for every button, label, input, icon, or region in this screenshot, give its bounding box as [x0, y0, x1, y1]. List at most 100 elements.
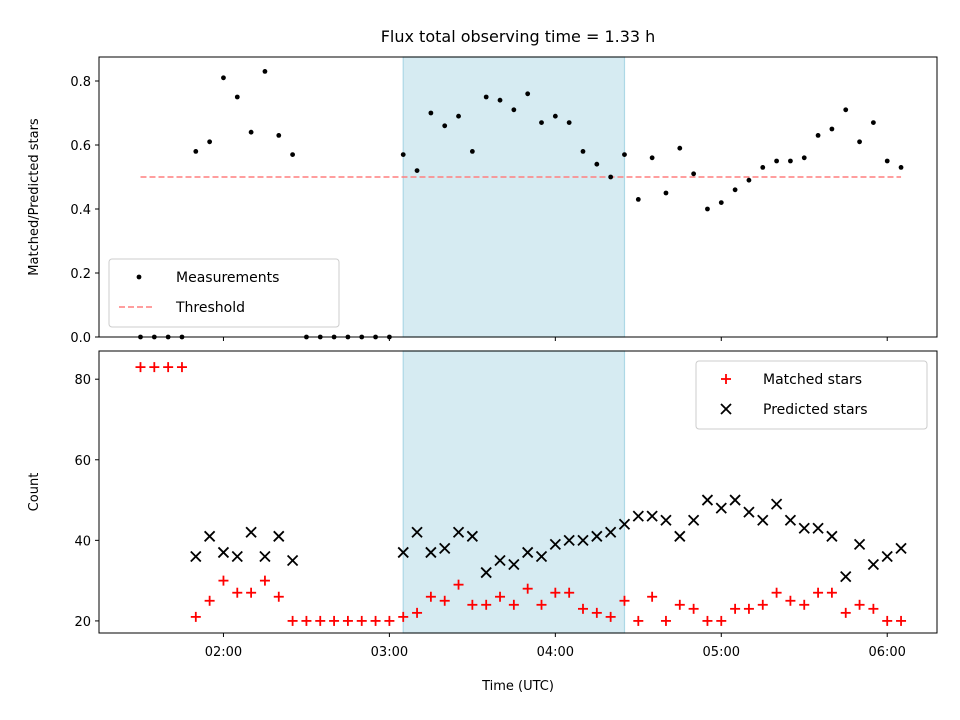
matched-star-point [716, 615, 727, 626]
matched-star-point [799, 599, 810, 610]
predicted-star-point [840, 570, 852, 583]
matched-star-point [149, 362, 160, 373]
x-b [439, 542, 451, 555]
matched-star-point [619, 595, 630, 606]
predicted-star-point [729, 494, 741, 506]
measurement-point [566, 120, 572, 125]
x-b [853, 538, 866, 551]
x-b [687, 514, 700, 526]
measurement-point [801, 155, 807, 161]
count-legend: Matched stars Predicted stars [695, 360, 928, 430]
matched-star-point [688, 603, 699, 614]
predicted-star-point [231, 550, 243, 563]
x-b [881, 550, 893, 563]
x-b [632, 510, 644, 522]
matched-star-point [702, 615, 713, 626]
x-b [618, 518, 631, 530]
predicted-star-point [411, 526, 423, 538]
y-tick-label: 0.8 [70, 75, 91, 90]
measurement-point [608, 174, 614, 180]
x-tick-label: 04:00 [537, 645, 574, 660]
matched-star-point [896, 615, 907, 626]
matched-star-point [785, 595, 796, 606]
x-b [674, 530, 686, 542]
predicted-star-point [757, 514, 769, 526]
measurement-point [442, 123, 448, 129]
matched-star-point [273, 591, 284, 602]
count-y-axis-label: Count [27, 473, 42, 512]
x-tick-label: 03:00 [371, 645, 408, 660]
matched-star-point [232, 587, 243, 598]
x-b [720, 403, 732, 415]
legend-box [108, 258, 340, 328]
predicted-star-point [784, 514, 797, 526]
measurement-point [469, 149, 475, 154]
measurement-point [234, 94, 240, 100]
observing-time-shade-lower [402, 350, 626, 634]
matched-star-point [868, 603, 879, 614]
measurement-point [248, 129, 254, 135]
matched-star-point [633, 615, 644, 626]
predicted-star-point [646, 510, 658, 522]
observing-time-shade [402, 56, 626, 338]
legend-label: Measurements [176, 270, 279, 286]
matched-star-point [826, 587, 837, 598]
measurement-point [207, 139, 213, 145]
x-b [701, 494, 714, 506]
predicted-star-point [217, 546, 230, 559]
matched-star-point [536, 599, 547, 610]
measurement-point [428, 110, 434, 116]
matched-star-point [259, 575, 270, 586]
predicted-star-point [259, 550, 271, 563]
x-b [535, 550, 548, 563]
x-b [895, 542, 907, 555]
measurement-point [898, 165, 904, 170]
matched-star-point [384, 615, 395, 626]
matched-star-point [315, 615, 326, 626]
matched-star-point [577, 603, 588, 614]
matched-star-point [647, 591, 658, 602]
measurement-point [677, 145, 683, 151]
predicted-star-point [425, 546, 437, 559]
measurement-point [884, 158, 890, 164]
measurement-point [400, 152, 406, 158]
x-axis-label: Time (UTC) [481, 679, 554, 694]
matched-star-point [721, 374, 731, 384]
predicted-star-point [720, 403, 732, 415]
matched-star-point [398, 611, 409, 622]
x-b [425, 546, 437, 559]
x-b [798, 522, 810, 534]
measurement-point [760, 165, 766, 170]
matched-star-point [730, 603, 741, 614]
measurement-point [718, 200, 724, 206]
x-b [203, 530, 216, 542]
measurement-point [276, 133, 282, 138]
measurement-point [663, 190, 669, 196]
legend-label: Matched stars [763, 372, 862, 388]
x-b [743, 506, 755, 518]
matched-star-point [467, 599, 478, 610]
x-b [508, 558, 520, 571]
measurement-point [262, 69, 268, 74]
predicted-star-point [867, 558, 880, 571]
legend-label: Threshold [175, 300, 245, 316]
predicted-star-point [605, 526, 617, 538]
measurement-point [622, 152, 627, 158]
predicted-star-point [812, 522, 824, 534]
predicted-star-point [618, 518, 631, 530]
x-b [245, 526, 257, 538]
y-tick-label: 0.6 [70, 139, 91, 154]
measurement-point [414, 168, 420, 174]
predicted-star-point [798, 522, 810, 534]
predicted-star-point [549, 538, 561, 551]
ratio-y-axis-label: Matched/Predicted stars [27, 118, 42, 276]
x-b [397, 546, 409, 559]
x-b [591, 530, 603, 542]
matched-star-point [605, 611, 616, 622]
x-tick-label: 06:00 [868, 645, 905, 660]
measurement-point [525, 91, 531, 97]
predicted-star-point [480, 566, 492, 579]
predicted-star-point [286, 554, 299, 567]
legend-label: Predicted stars [763, 402, 868, 418]
